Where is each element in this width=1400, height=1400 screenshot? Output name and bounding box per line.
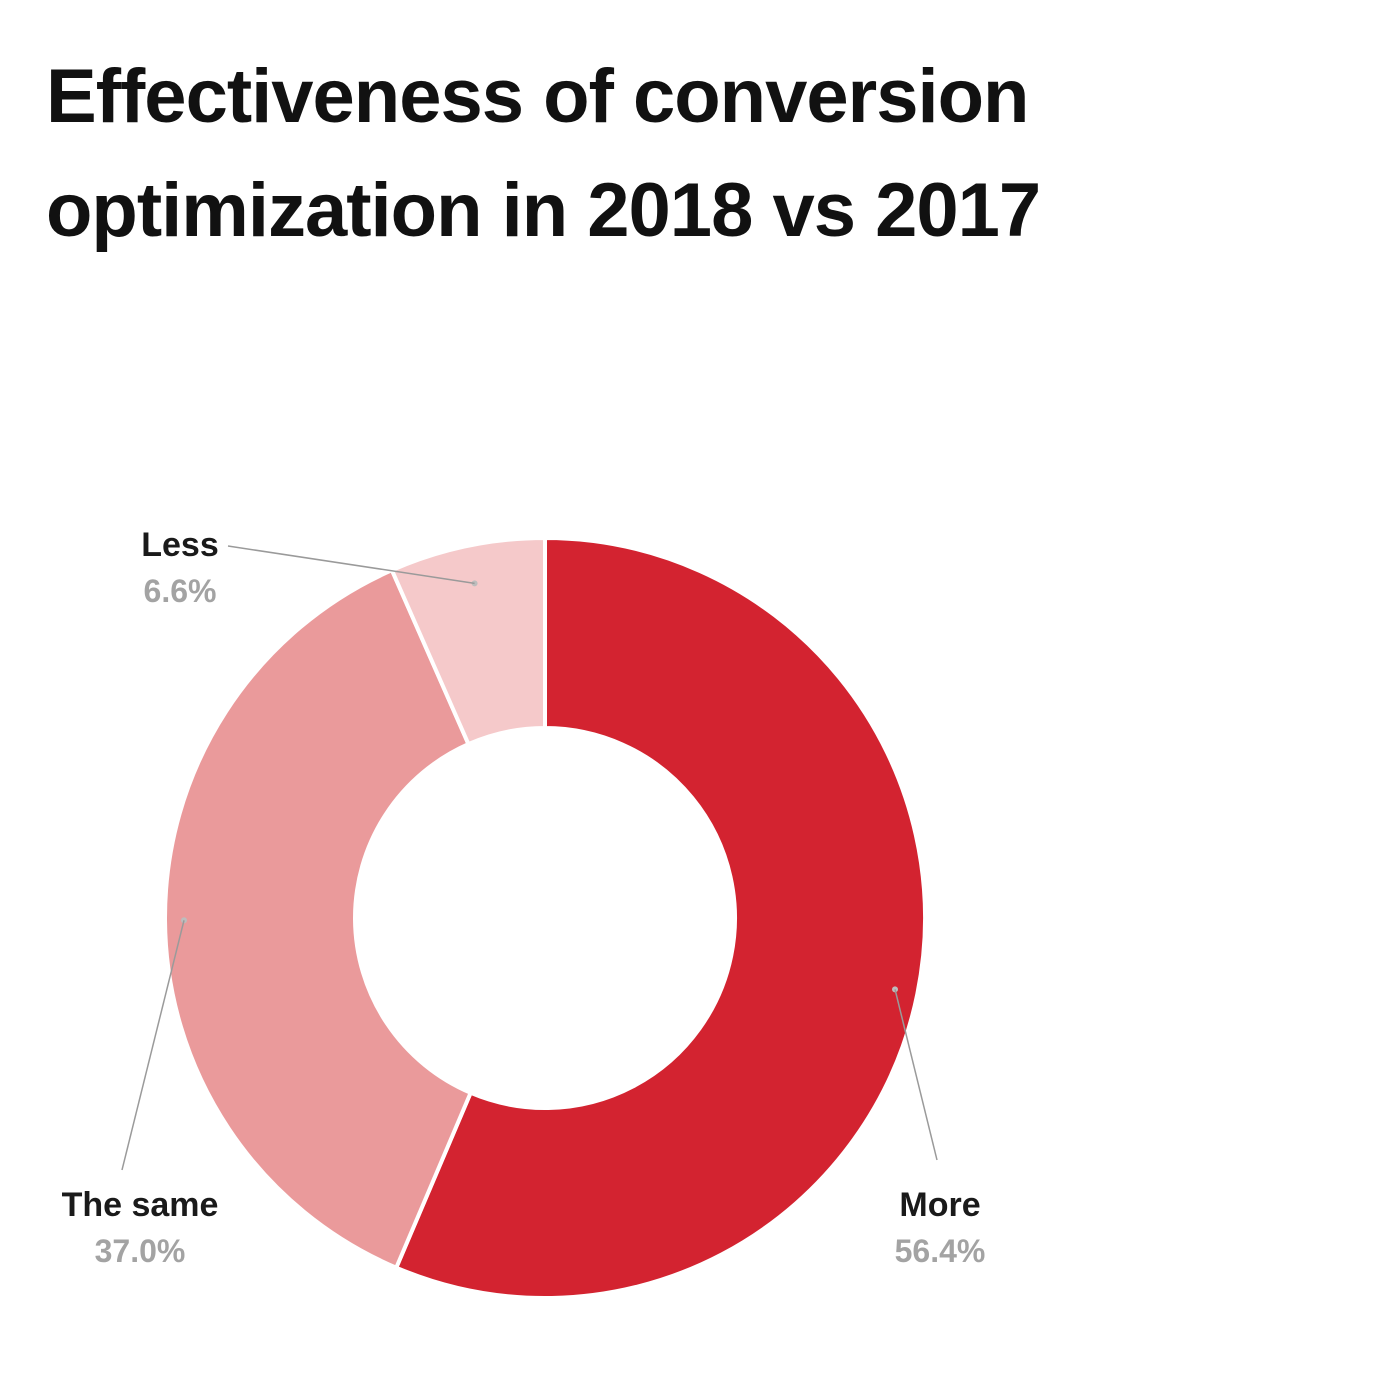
leader-line-the-same bbox=[121, 920, 185, 1171]
slice-label-less: Less bbox=[141, 526, 219, 564]
donut-slices bbox=[163, 535, 927, 1300]
slice-less bbox=[389, 535, 547, 747]
chart-title: Effectiveness of conversion optimization… bbox=[46, 54, 1041, 253]
leader-lines bbox=[121, 545, 938, 1171]
slice-value-more: 56.4% bbox=[895, 1233, 986, 1269]
slice-more bbox=[393, 535, 927, 1300]
slice-labels: More 56.4% The same 37.0% Less 6.6% bbox=[62, 526, 986, 1269]
slice-value-less: 6.6% bbox=[144, 573, 217, 609]
slice-value-the-same: 37.0% bbox=[95, 1233, 186, 1269]
slice-the-same bbox=[163, 567, 474, 1271]
slice-label-the-same: The same bbox=[62, 1186, 219, 1224]
leader-line-less bbox=[227, 545, 475, 585]
slice-label-more: More bbox=[899, 1186, 980, 1224]
leader-line-more bbox=[894, 989, 938, 1161]
